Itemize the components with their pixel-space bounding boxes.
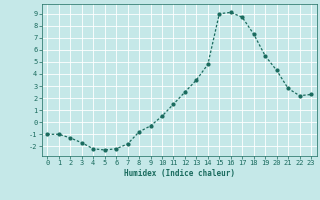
X-axis label: Humidex (Indice chaleur): Humidex (Indice chaleur) xyxy=(124,169,235,178)
